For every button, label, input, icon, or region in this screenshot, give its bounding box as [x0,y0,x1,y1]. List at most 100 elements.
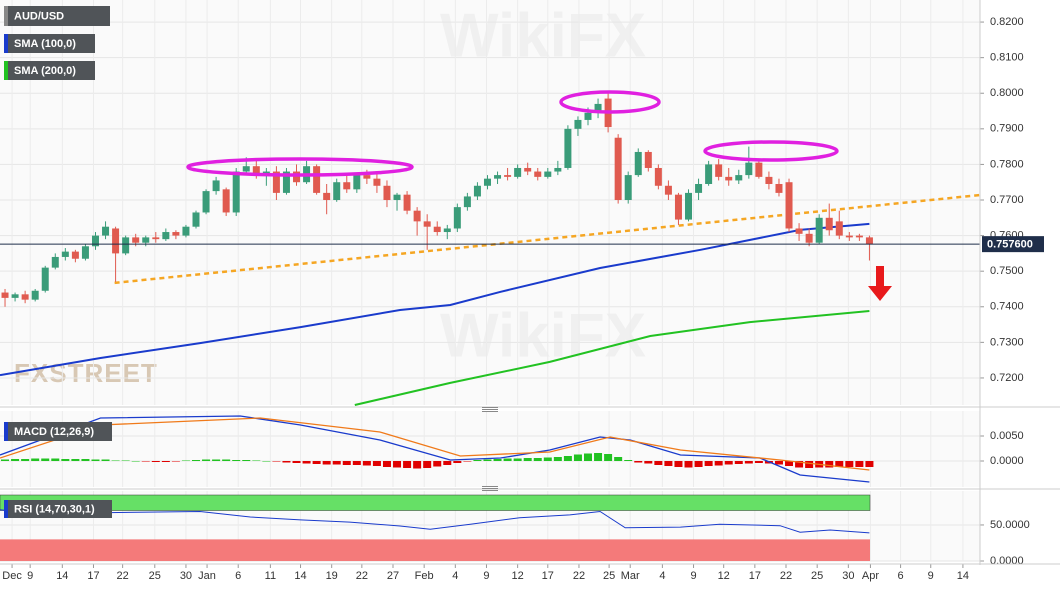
y-tick-label: 0.7500 [990,265,1024,277]
candle-body [323,192,331,201]
watermark: WikiFX [440,1,646,70]
candle-body [524,167,532,172]
x-tick-label: 9 [483,570,489,582]
histogram-bar [362,461,371,466]
candle-body [765,176,773,184]
top-ellipse [186,157,414,177]
x-tick-label: 17 [542,570,554,582]
last-price-label: 0.757600 [987,239,1033,251]
x-tick-label: 27 [387,570,399,582]
y-tick-label: 0.0000 [990,455,1024,467]
candle-body [574,119,582,129]
x-tick-label: Jan [198,570,216,582]
histogram-bar [573,454,582,461]
candle-body [835,221,843,236]
histogram-bar [61,459,70,461]
candle-body [182,226,190,236]
candle-body [845,235,853,238]
candle-body [102,226,110,236]
histogram-bar [825,461,834,468]
candle-body [443,228,451,233]
x-tick-label: 4 [452,570,458,582]
candle-body [152,237,160,240]
histogram-bar [81,459,90,461]
candle-body [91,235,99,247]
histogram-bar [372,461,381,466]
histogram-bar [634,461,643,463]
candle-body [122,237,130,254]
x-tick-label: 6 [235,570,241,582]
x-tick-label: Feb [415,570,434,582]
candle-body [112,228,120,254]
candle-body [172,232,180,236]
legend-swatch [4,422,8,441]
histogram-bar [754,461,763,463]
candle-body [514,167,522,177]
candle-body [202,191,210,213]
x-tick-label: Mar [621,570,640,582]
x-tick-label: Dec [2,570,22,582]
top-ellipse [559,90,661,114]
histogram-bar [724,461,733,465]
histogram-bar [332,461,341,465]
histogram-bar [31,458,40,461]
candle-body [815,217,823,243]
candle-body [423,221,431,227]
histogram-bar [493,459,502,461]
candle-body [142,237,150,243]
histogram-bar [543,457,552,461]
histogram-bar [774,461,783,465]
histogram-bar [322,461,331,465]
histogram-bar [292,461,301,463]
candle-body [453,207,461,229]
last-price-box [982,236,1044,253]
legend-label: RSI (14,70,30,1) [14,503,95,515]
y-tick-label: 0.8000 [990,87,1024,99]
candle-body [544,171,552,177]
trend-line [114,193,981,285]
candle-body [664,185,672,195]
candle-body [674,194,682,220]
histogram-bar [232,460,241,461]
candle-body [51,256,59,268]
histogram-bar [523,458,532,461]
watermark: WikiFX [440,301,646,370]
histogram-bar [744,461,753,464]
y-tick-label: 0.7200 [990,372,1024,384]
histogram-bar [21,459,30,461]
legend-box [4,500,112,518]
pane-handle[interactable] [482,407,498,412]
histogram-bar [192,460,200,461]
x-tick-label: 17 [749,570,761,582]
candle-body [61,251,69,257]
histogram-bar [654,461,663,465]
histogram-bar [131,461,140,462]
legend-swatch [4,500,8,518]
histogram-bar [694,461,703,467]
candle-body [222,189,230,213]
legend-label: MACD (12,26,9) [14,426,94,438]
candle-body [614,137,622,201]
histogram-bar [202,459,211,461]
candle-body [21,294,29,300]
histogram-bar [795,461,804,468]
top-ellipse [703,140,839,162]
candle-body [644,151,652,168]
candle-body [192,212,200,227]
x-tick-label: 25 [149,570,161,582]
pane-handle[interactable] [482,486,498,491]
histogram-bar [393,461,402,468]
overbought-band [0,494,871,511]
candle-body [363,175,371,179]
histogram-bar [845,461,854,467]
candle-body [383,185,391,201]
histogram-bar [382,461,391,467]
candle-body [413,210,421,222]
x-tick-label: 17 [87,570,99,582]
y-tick-label: 0.7300 [990,336,1024,348]
candle-body [745,162,753,176]
legend: AUD/USD SMA (100,0) SMA (200,0) MACD (12… [4,6,112,518]
candle-body [494,175,502,179]
legend-swatch [4,6,8,26]
